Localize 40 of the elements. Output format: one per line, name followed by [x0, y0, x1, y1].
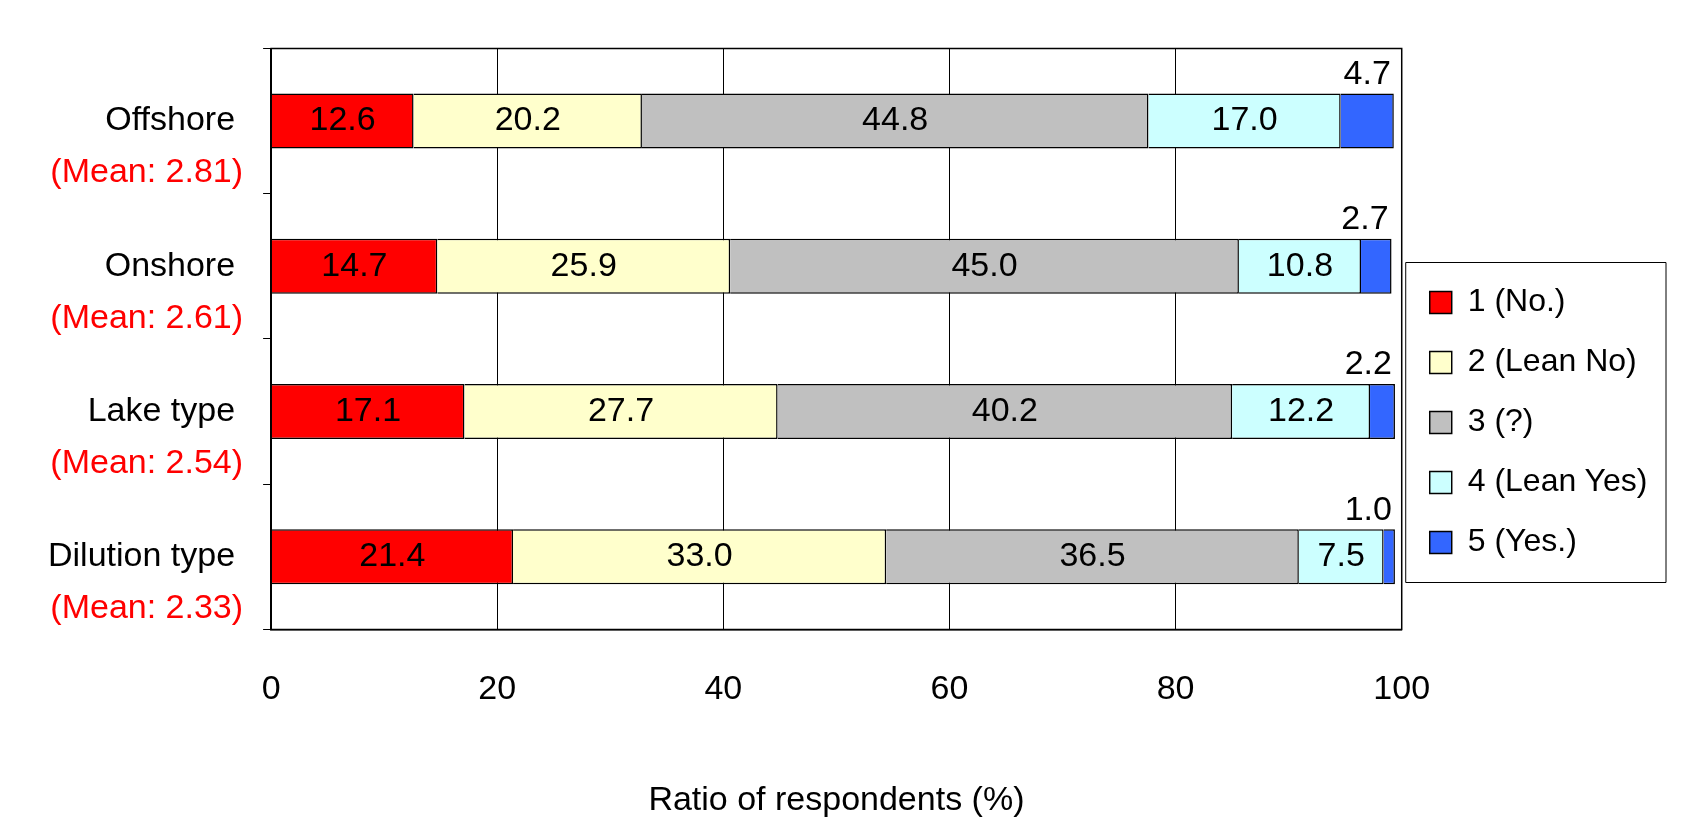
- data-label: 2.7: [1341, 198, 1389, 237]
- data-label: 44.8: [862, 99, 929, 138]
- x-tick-label: 0: [261, 668, 281, 707]
- data-label: 45.0: [951, 244, 1018, 283]
- x-tick-label: 80: [1156, 668, 1195, 707]
- data-label: 10.8: [1266, 244, 1334, 283]
- data-label: 27.7: [587, 389, 655, 428]
- data-label: 40.2: [971, 389, 1038, 428]
- data-label: 4.7: [1343, 52, 1391, 91]
- data-label: 33.0: [666, 535, 733, 574]
- data-label: 25.9: [550, 244, 617, 283]
- y-tick-label: Dilution type: [47, 535, 236, 574]
- x-tick-label: 60: [930, 668, 969, 707]
- data-label: 12.2: [1268, 389, 1335, 428]
- x-axis-title: Ratio of respondents (%): [648, 778, 1025, 817]
- legend-label: 2 (Lean No): [1467, 342, 1637, 379]
- data-label: 17.0: [1211, 99, 1278, 138]
- x-tick-label: 20: [478, 668, 517, 707]
- y-tick-label: Lake type: [87, 389, 236, 428]
- data-label: 1.0: [1344, 488, 1392, 527]
- data-label: 20.2: [494, 99, 561, 138]
- text: (Mean: 2.54): [50, 441, 244, 480]
- y-tick-label: Offshore: [105, 99, 236, 138]
- x-tick-label: 40: [704, 668, 743, 707]
- data-label: 36.5: [1059, 535, 1126, 574]
- data-label: 12.6: [309, 99, 376, 138]
- data-label: 2.2: [1344, 343, 1392, 382]
- data-label: 7.5: [1317, 535, 1365, 574]
- data-label: 21.4: [359, 535, 426, 574]
- text: (Mean: 2.33): [50, 587, 244, 626]
- x-tick-label: 100: [1373, 668, 1431, 707]
- legend-label: 1 (No.): [1467, 282, 1566, 319]
- text: (Mean: 2.61): [50, 296, 244, 335]
- y-tick-label: Onshore: [104, 244, 236, 283]
- legend-label: 5 (Yes.): [1467, 522, 1577, 559]
- legend-label: 3 (?): [1467, 402, 1534, 439]
- legend-label: 4 (Lean Yes): [1467, 462, 1648, 499]
- data-label: 17.1: [334, 389, 402, 428]
- data-label: 14.7: [321, 244, 388, 283]
- text: (Mean: 2.81): [50, 151, 244, 190]
